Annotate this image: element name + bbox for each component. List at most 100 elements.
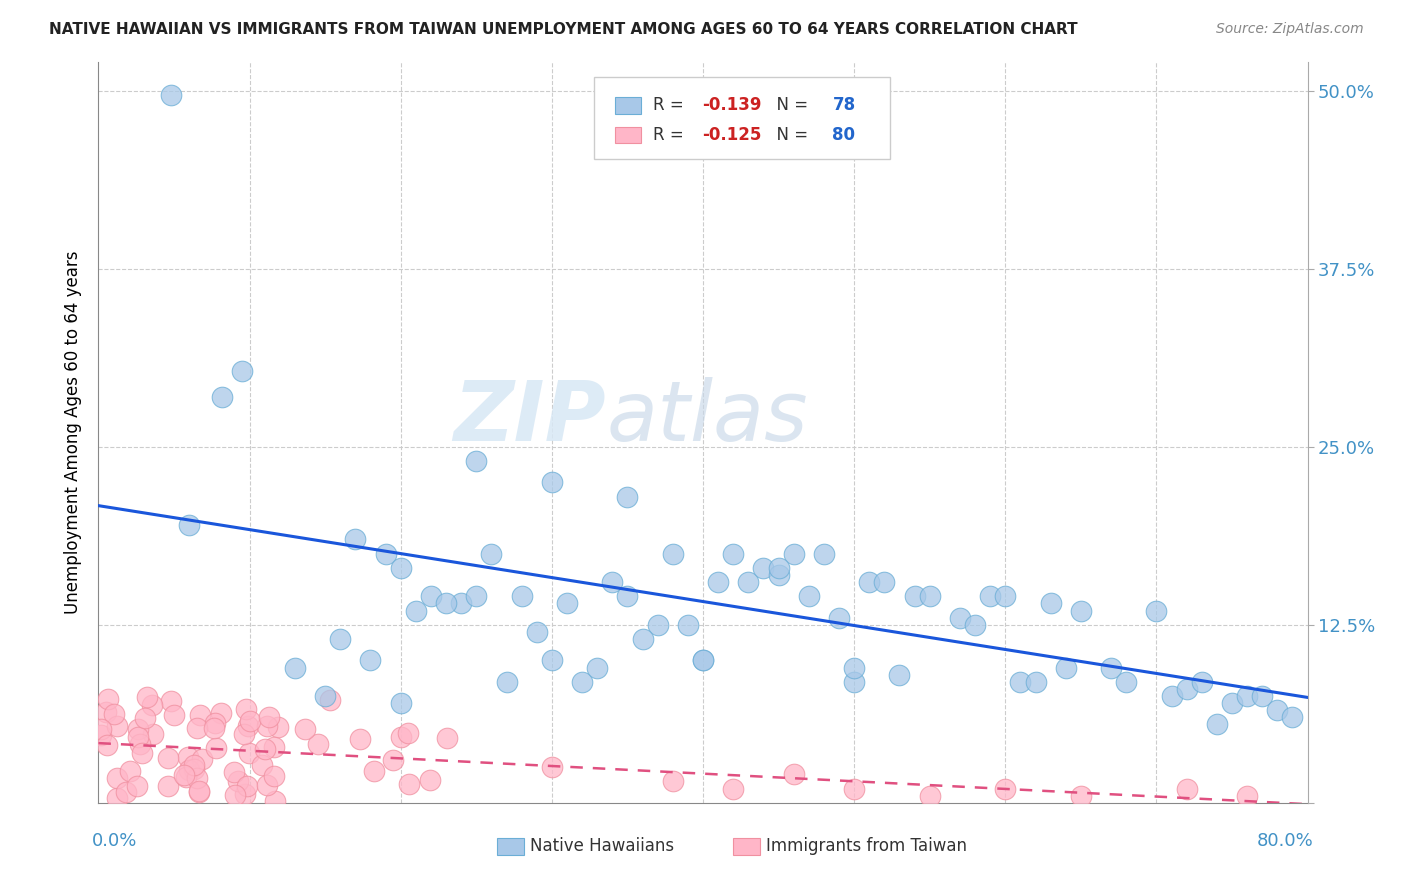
Bar	[498, 838, 524, 855]
Point	[256, 719, 278, 733]
Text: NATIVE HAWAIIAN VS IMMIGRANTS FROM TAIWAN UNEMPLOYMENT AMONG AGES 60 TO 64 YEARS: NATIVE HAWAIIAN VS IMMIGRANTS FROM TAIWA…	[49, 22, 1078, 37]
Point	[211, 390, 233, 404]
Y-axis label: Unemployment Among Ages 60 to 64 years: Unemployment Among Ages 60 to 64 years	[65, 251, 83, 615]
Point	[918, 789, 941, 803]
Point	[1220, 696, 1243, 710]
Bar	[614, 127, 641, 143]
Point	[231, 364, 253, 378]
Point	[142, 727, 165, 741]
Point	[979, 590, 1001, 604]
Point	[127, 722, 149, 736]
Point	[267, 721, 290, 735]
Point	[723, 547, 745, 561]
Point	[128, 738, 150, 752]
Text: N =: N =	[766, 96, 813, 114]
Point	[1251, 689, 1274, 703]
Point	[120, 764, 142, 778]
Point	[127, 731, 149, 745]
Point	[783, 547, 806, 561]
Point	[105, 719, 128, 733]
Point	[173, 768, 195, 782]
FancyBboxPatch shape	[595, 78, 890, 159]
Point	[329, 632, 352, 646]
Point	[858, 575, 880, 590]
Point	[114, 784, 136, 798]
Point	[307, 737, 329, 751]
Point	[389, 696, 412, 710]
Text: atlas: atlas	[606, 377, 808, 458]
Point	[844, 674, 866, 689]
Point	[540, 475, 562, 490]
Point	[256, 778, 278, 792]
Point	[631, 632, 654, 646]
Point	[1191, 674, 1213, 689]
Point	[555, 597, 578, 611]
Point	[349, 731, 371, 746]
Point	[602, 575, 624, 590]
Text: 80: 80	[832, 126, 855, 144]
Point	[783, 767, 806, 781]
Point	[183, 763, 205, 777]
Point	[238, 746, 260, 760]
Point	[224, 788, 246, 802]
Point	[253, 741, 276, 756]
Point	[177, 749, 200, 764]
Point	[1206, 717, 1229, 731]
Point	[419, 773, 441, 788]
Point	[134, 711, 156, 725]
Text: Native Hawaiians: Native Hawaiians	[530, 837, 675, 855]
Point	[136, 690, 159, 704]
Point	[586, 660, 609, 674]
Point	[465, 454, 488, 468]
Point	[105, 771, 128, 785]
Point	[1236, 789, 1258, 803]
Text: 78: 78	[832, 96, 855, 114]
Text: 0.0%: 0.0%	[93, 832, 138, 850]
Point	[1024, 674, 1046, 689]
Point	[465, 590, 488, 604]
Point	[1175, 681, 1198, 696]
Point	[177, 764, 200, 778]
Point	[692, 653, 714, 667]
Point	[294, 722, 316, 736]
Text: Source: ZipAtlas.com: Source: ZipAtlas.com	[1216, 22, 1364, 37]
Point	[768, 561, 790, 575]
Point	[160, 88, 183, 103]
Point	[450, 597, 472, 611]
Point	[571, 674, 593, 689]
Point	[97, 691, 120, 706]
Point	[235, 780, 257, 794]
Point	[94, 705, 117, 719]
Point	[264, 794, 287, 808]
Point	[813, 547, 835, 561]
Point	[396, 725, 419, 739]
Point	[1267, 703, 1289, 717]
Point	[616, 490, 638, 504]
Point	[707, 575, 730, 590]
Point	[661, 547, 683, 561]
Point	[160, 693, 183, 707]
Point	[994, 781, 1017, 796]
Point	[1070, 789, 1092, 803]
Point	[752, 561, 775, 575]
Point	[90, 728, 112, 742]
Text: -0.139: -0.139	[702, 96, 761, 114]
Point	[183, 758, 205, 772]
Point	[1281, 710, 1303, 724]
Point	[186, 771, 208, 785]
Point	[797, 590, 820, 604]
Point	[965, 617, 987, 632]
Bar	[614, 97, 641, 113]
Point	[692, 653, 714, 667]
Text: ZIP: ZIP	[454, 377, 606, 458]
Point	[238, 719, 260, 733]
Point	[1099, 660, 1122, 674]
Point	[510, 590, 533, 604]
Point	[661, 774, 683, 789]
Point	[389, 730, 412, 744]
Point	[257, 709, 280, 723]
Point	[828, 610, 851, 624]
Point	[96, 738, 118, 752]
Point	[186, 721, 208, 735]
Point	[209, 706, 232, 721]
